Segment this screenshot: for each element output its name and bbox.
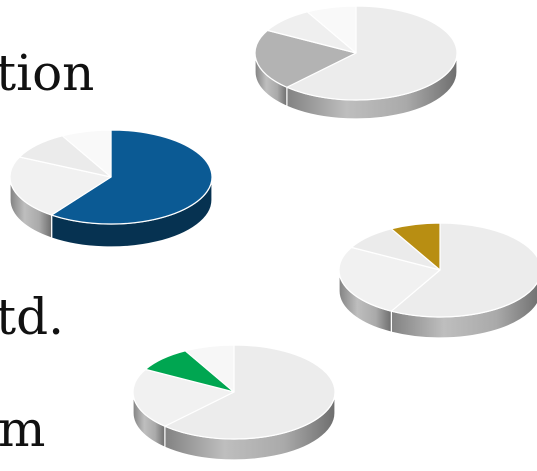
pie-slice [390,222,537,318]
pie-slice [338,246,441,312]
pie-slice [164,344,336,440]
pie-slice [286,5,458,101]
text-fragment-m: m [0,400,46,458]
pie-slice [184,344,235,393]
pie-slice-highlight [51,129,213,225]
pie-gold [338,222,537,339]
pie-slice [61,129,112,178]
pie-green [132,344,336,461]
text-fragment-td: td. [0,288,64,346]
pie-slice [306,5,357,54]
pie-slice [254,29,357,88]
pie-slice-highlight [390,222,441,271]
pie-top-right [254,5,458,120]
pie-blue [9,129,213,248]
text-fragment-tion: tion [0,44,95,102]
pie-slice [132,368,235,427]
